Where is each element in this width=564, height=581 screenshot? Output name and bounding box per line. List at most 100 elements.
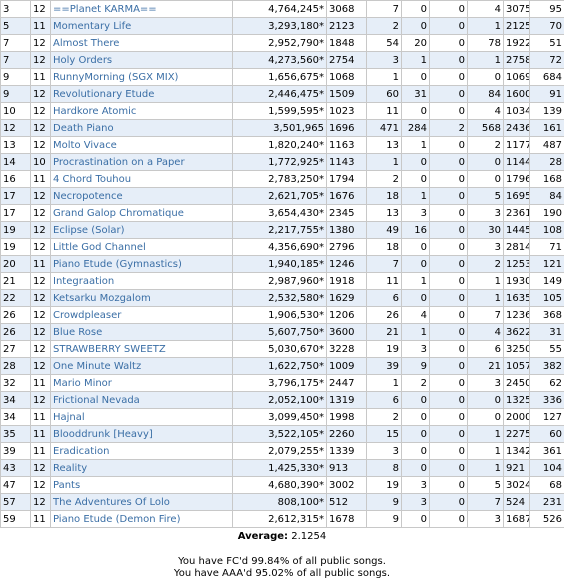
level: 11 (30, 170, 51, 188)
stat: 0 (429, 17, 468, 35)
song-title[interactable]: Revolutionary Etude (50, 85, 233, 103)
song-title[interactable]: Holy Orders (50, 51, 233, 69)
song-title[interactable]: Ketsarku Mozgalom (50, 289, 233, 307)
stat: 9 (366, 493, 402, 511)
song-title[interactable]: STRAWBERRY SWEETZ (50, 340, 233, 358)
score: 3,293,180* (232, 17, 327, 35)
song-title[interactable]: Mario Minor (50, 374, 233, 392)
stat: 1325 (503, 391, 530, 409)
song-title[interactable]: The Adventures Of Lolo (50, 493, 233, 511)
table-row: 5 11 Momentary Life 3,293,180* 2123 2 0 0 1 2125 7… (0, 17, 564, 35)
song-title[interactable]: Momentary Life (50, 17, 233, 35)
song-title[interactable]: Hajnal (50, 408, 233, 426)
song-title[interactable]: Eradication (50, 442, 233, 460)
stat: 105 (529, 289, 564, 307)
song-title[interactable]: Grand Galop Chromatique (50, 204, 233, 222)
song-title[interactable]: Death Piano (50, 119, 233, 137)
song-title[interactable]: Frictional Nevada (50, 391, 233, 409)
score: 3,522,105* (232, 425, 327, 443)
stat: 2123 (326, 17, 367, 35)
song-title[interactable]: Almost There (50, 34, 233, 52)
score: 2,952,790* (232, 34, 327, 52)
stat: 7 (467, 493, 504, 511)
stat: 284 (401, 119, 430, 137)
stat: 2 (366, 170, 402, 188)
song-title[interactable]: Little God Channel (50, 238, 233, 256)
stat: 0 (429, 459, 468, 477)
song-title[interactable]: Piano Etude (Demon Fire) (50, 510, 233, 528)
score: 2,446,475* (232, 85, 327, 103)
stat: 0 (401, 425, 430, 443)
song-title[interactable]: Molto Vivace (50, 136, 233, 154)
song-title[interactable]: Blue Rose (50, 323, 233, 341)
song-title[interactable]: One Minute Waltz (50, 357, 233, 375)
song-title[interactable]: Reality (50, 459, 233, 477)
rank: 9 (0, 85, 31, 103)
stat: 2447 (326, 374, 367, 392)
stat: 168 (529, 170, 564, 188)
table-row: 14 10 Procrastination on a Paper 1,772,925*… (0, 153, 564, 171)
rank: 22 (0, 289, 31, 307)
stat: 231 (529, 493, 564, 511)
level: 12 (30, 204, 51, 222)
footer: You have FC'd 99.84% of all public songs… (0, 556, 564, 580)
song-title[interactable]: Eclipse (Solar) (50, 221, 233, 239)
stat: 70 (529, 17, 564, 35)
rank: 3 (0, 0, 31, 18)
song-title[interactable]: ==Planet KARMA== (50, 0, 233, 18)
song-title[interactable]: RunnyMorning (SGX MIX) (50, 68, 233, 86)
stat: 0 (401, 170, 430, 188)
score: 1,940,185* (232, 255, 327, 273)
stat: 0 (401, 391, 430, 409)
level: 12 (30, 272, 51, 290)
stat: 21 (467, 357, 504, 375)
stat: 30 (467, 221, 504, 239)
song-title[interactable]: Procrastination on a Paper (50, 153, 233, 171)
stat: 0 (467, 408, 504, 426)
table-row: 13 12 Molto Vivace 1,820,240* 1163 13 1 0 2 1177 4… (0, 136, 564, 154)
table-row: 7 12 Holy Orders 4,273,560* 2754 3 1 0 1 2758 72 (0, 51, 564, 69)
stat: 2814 (503, 238, 530, 256)
song-title[interactable]: Pants (50, 476, 233, 494)
stat: 1687 (503, 510, 530, 528)
song-title[interactable]: Hardkore Atomic (50, 102, 233, 120)
song-title[interactable]: Necropotence (50, 187, 233, 205)
stat: 0 (429, 136, 468, 154)
stat: 0 (429, 323, 468, 341)
stat: 3 (401, 340, 430, 358)
rank: 14 (0, 153, 31, 171)
stat: 190 (529, 204, 564, 222)
stat: 127 (529, 408, 564, 426)
rank: 26 (0, 323, 31, 341)
scores-table: 3 12 ==Planet KARMA== 4,764,245* 3068 7 0 0 4 307… (0, 0, 564, 528)
stat: 16 (401, 221, 430, 239)
stat: 149 (529, 272, 564, 290)
song-title[interactable]: Integraation (50, 272, 233, 290)
score: 4,764,245* (232, 0, 327, 18)
stat: 1998 (326, 408, 367, 426)
song-title[interactable]: 4 Chord Touhou (50, 170, 233, 188)
rank: 17 (0, 187, 31, 205)
score: 1,599,595* (232, 102, 327, 120)
song-title[interactable]: Piano Etude (Gymnastics) (50, 255, 233, 273)
rank: 16 (0, 170, 31, 188)
song-title[interactable]: Crowdpleaser (50, 306, 233, 324)
stat: 0 (401, 408, 430, 426)
stat: 0 (429, 476, 468, 494)
stat: 49 (366, 221, 402, 239)
stat: 512 (326, 493, 367, 511)
song-title[interactable]: Blooddrunk [Heavy] (50, 425, 233, 443)
stat: 1380 (326, 221, 367, 239)
rank: 47 (0, 476, 31, 494)
stat: 1 (467, 425, 504, 443)
level: 12 (30, 136, 51, 154)
stat: 568 (467, 119, 504, 137)
table-row: 9 11 RunnyMorning (SGX MIX) 1,656,675* 1068 1… (0, 68, 564, 86)
stat: 2275 (503, 425, 530, 443)
stat: 19 (366, 340, 402, 358)
rank: 9 (0, 68, 31, 86)
level: 12 (30, 187, 51, 205)
stat: 3 (467, 510, 504, 528)
stat: 9 (401, 357, 430, 375)
stat: 5 (467, 187, 504, 205)
